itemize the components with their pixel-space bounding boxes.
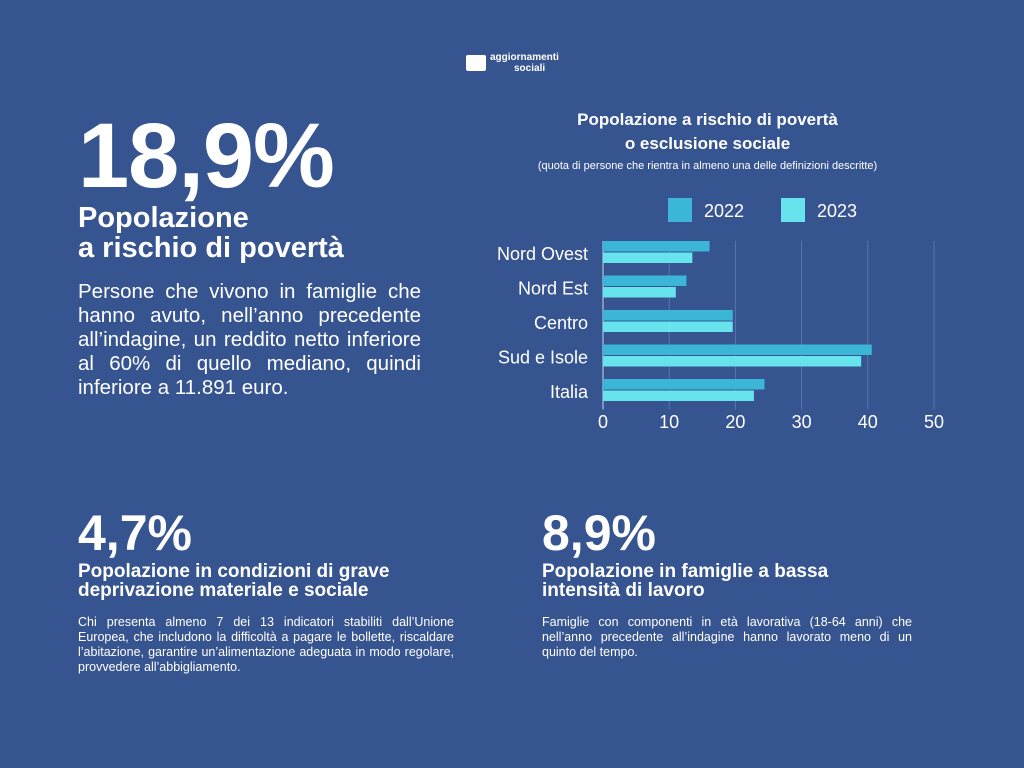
legend-label: 2022 (704, 201, 744, 221)
stat-value: 8,9% (542, 505, 656, 561)
bar-2023 (603, 356, 862, 367)
main-stat-title: Popolazione a rischio di povertà (78, 203, 344, 263)
x-tick-label: 20 (725, 412, 745, 432)
logo-mark-icon (466, 55, 486, 71)
stat-title: Popolazione in condizioni di grave depri… (78, 561, 390, 601)
title-line: Popolazione (78, 202, 249, 234)
logo: aggiornamenti sociali (466, 52, 559, 74)
bar-2022 (603, 310, 733, 321)
main-stat-description: Persone che vivono in famiglie che hanno… (78, 280, 421, 399)
bar-2022 (603, 275, 687, 286)
x-tick-label: 30 (792, 412, 812, 432)
main-stat-value: 18,9% (78, 105, 335, 207)
bar-2023 (603, 321, 733, 332)
bar-2023 (603, 390, 754, 401)
x-tick-label: 0 (598, 412, 608, 432)
stat-description: Famiglie con componenti in età lavorativ… (542, 615, 912, 659)
bar-2022 (603, 379, 765, 390)
x-tick-label: 10 (659, 412, 679, 432)
category-label: Nord Ovest (497, 244, 588, 264)
stat-title: Popolazione in famiglie a bassa intensit… (542, 561, 829, 601)
bar-2023 (603, 252, 693, 263)
category-label: Sud e Isole (498, 348, 588, 368)
chart-title-line: Popolazione a rischio di povertà (577, 110, 838, 129)
chart-subtitle: (quota di persone che rientra in almeno … (537, 160, 878, 172)
bar-2023 (603, 287, 676, 298)
title-line: a rischio di povertà (78, 232, 344, 264)
x-tick-label: 50 (924, 412, 944, 432)
stat-value: 4,7% (78, 505, 192, 561)
legend-swatch-2023 (781, 198, 805, 222)
bar-2022 (603, 344, 872, 355)
logo-line1: aggiornamenti (490, 52, 559, 63)
stat-description: Chi presenta almeno 7 dei 13 indicatori … (78, 615, 454, 674)
chart-title: Popolazione a rischio di povertà o esclu… (470, 108, 945, 156)
chart-title-line: o esclusione sociale (624, 134, 791, 153)
category-label: Italia (550, 382, 589, 402)
logo-line2: sociali (514, 63, 546, 74)
legend-swatch-2022 (668, 198, 692, 222)
bar-2022 (603, 241, 710, 252)
legend-label: 2023 (817, 201, 857, 221)
x-tick-label: 40 (858, 412, 878, 432)
category-label: Nord Est (518, 279, 588, 299)
category-label: Centro (534, 313, 588, 333)
